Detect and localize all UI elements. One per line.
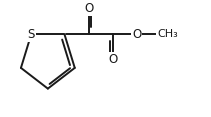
- Text: O: O: [132, 28, 141, 41]
- Text: S: S: [28, 28, 35, 41]
- Text: CH₃: CH₃: [157, 29, 178, 39]
- Text: O: O: [108, 53, 117, 66]
- Text: O: O: [84, 2, 93, 15]
